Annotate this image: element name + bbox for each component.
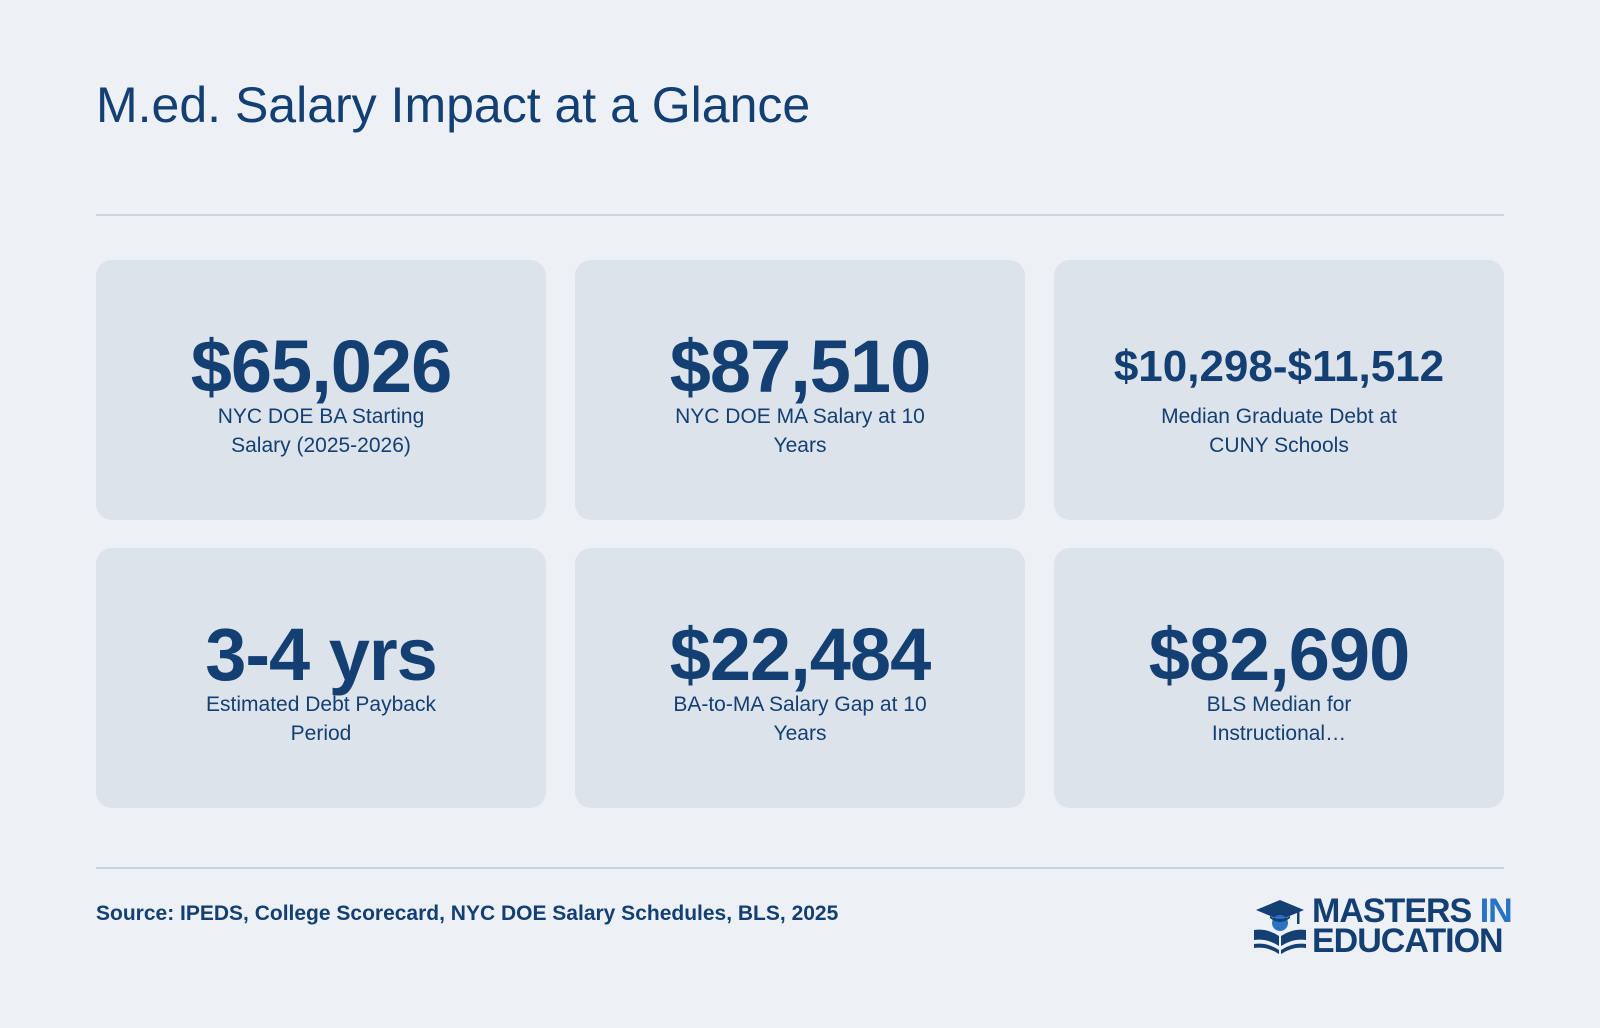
brand-line1: MASTERS bbox=[1312, 892, 1472, 930]
stat-value: $10,298-$11,512 bbox=[1113, 342, 1445, 391]
stat-card-graduate-debt: $10,298-$11,512 Median Graduate Debt at … bbox=[1054, 260, 1504, 520]
stat-card-payback-period: 3-4 yrs Estimated Debt Payback Period bbox=[96, 548, 546, 808]
stat-value: $82,690 bbox=[1148, 613, 1410, 696]
stat-label: NYC DOE MA Salary at 10 Years bbox=[675, 405, 925, 457]
brand-wordmark: MASTERS IN EDUCATION bbox=[1312, 894, 1513, 960]
stat-card-bls-median: $82,690 BLS Median for Instructional… bbox=[1054, 548, 1504, 808]
stat-label: BA-to-MA Salary Gap at 10 Years bbox=[673, 693, 927, 745]
stats-grid: $65,026 NYC DOE BA Starting Salary (2025… bbox=[96, 260, 1504, 808]
stat-label: Estimated Debt Payback Period bbox=[206, 693, 436, 745]
stat-label: NYC DOE BA Starting Salary (2025-2026) bbox=[217, 405, 425, 457]
stat-card-ma-salary: $87,510 NYC DOE MA Salary at 10 Years bbox=[575, 260, 1025, 520]
stat-value: $65,026 bbox=[190, 325, 452, 408]
source-citation: Source: IPEDS, College Scorecard, NYC DO… bbox=[96, 902, 839, 925]
top-divider bbox=[96, 214, 1504, 216]
stat-label: Median Graduate Debt at CUNY Schools bbox=[1161, 405, 1397, 457]
brand-logo: MASTERS IN EDUCATION bbox=[1252, 894, 1513, 958]
page-title: M.ed. Salary Impact at a Glance bbox=[96, 77, 811, 133]
stat-card-ba-starting-salary: $65,026 NYC DOE BA Starting Salary (2025… bbox=[96, 260, 546, 520]
brand-line1-accent: IN bbox=[1479, 892, 1513, 930]
graduation-cap-book-icon bbox=[1254, 900, 1306, 954]
stat-card-salary-gap: $22,484 BA-to-MA Salary Gap at 10 Years bbox=[575, 548, 1025, 808]
stat-value: $22,484 bbox=[669, 613, 931, 696]
stat-label: BLS Median for Instructional… bbox=[1206, 693, 1352, 745]
stat-value: $87,510 bbox=[669, 325, 931, 408]
brand-line2: EDUCATION bbox=[1312, 922, 1504, 960]
stat-value: 3-4 yrs bbox=[205, 613, 438, 696]
bottom-divider bbox=[96, 867, 1504, 869]
